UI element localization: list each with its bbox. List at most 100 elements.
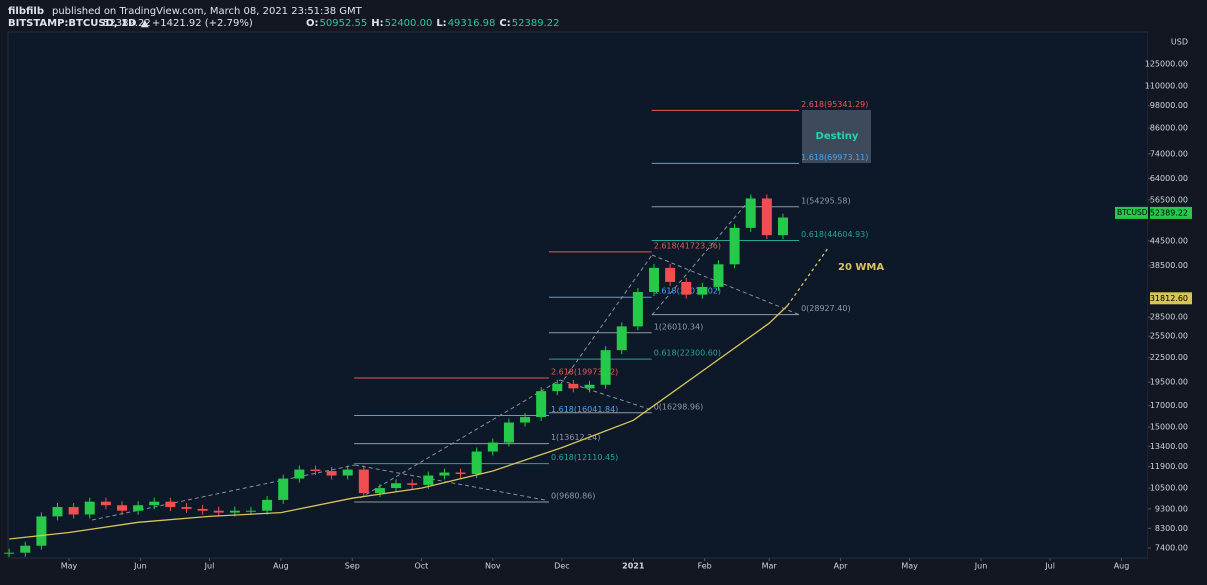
candle bbox=[616, 326, 627, 351]
candle bbox=[649, 267, 659, 293]
candle bbox=[665, 267, 676, 282]
candle bbox=[407, 483, 418, 485]
ohlc-label: H: bbox=[371, 18, 383, 29]
candle bbox=[84, 501, 95, 515]
candle bbox=[165, 501, 176, 508]
target-label: Destiny bbox=[816, 131, 859, 142]
x-tick-label: Dec bbox=[554, 562, 569, 571]
fib-label: 0.618(12110.45) bbox=[551, 453, 618, 462]
y-tick-label: 17000.00 bbox=[1150, 401, 1188, 410]
candle bbox=[745, 198, 756, 228]
fib-label: 1(54295.58) bbox=[801, 196, 851, 205]
x-tick-label: Jun bbox=[133, 562, 147, 571]
x-tick-label: Nov bbox=[485, 562, 501, 571]
candle bbox=[20, 545, 31, 553]
fib-label: 2.618(41723.36) bbox=[654, 241, 721, 250]
candle bbox=[358, 469, 369, 494]
ohlc-value: 52400.00 bbox=[385, 18, 433, 29]
candle bbox=[52, 507, 63, 517]
candle bbox=[342, 469, 353, 476]
candle bbox=[326, 471, 337, 476]
candle bbox=[520, 417, 531, 423]
y-tick-label: 56500.00 bbox=[1150, 195, 1188, 204]
y-tick-label: 13400.00 bbox=[1150, 442, 1188, 451]
y-tick-label: 86000.00 bbox=[1150, 124, 1188, 133]
candle bbox=[4, 552, 15, 554]
candle bbox=[117, 505, 127, 511]
candle bbox=[471, 451, 482, 475]
ohlc-label: C: bbox=[499, 18, 510, 29]
y-tick-label: 15000.00 bbox=[1150, 423, 1188, 432]
target-box bbox=[802, 110, 871, 163]
price-tag bbox=[1150, 206, 1192, 219]
fib-label: 0.618(22300.60) bbox=[654, 349, 721, 358]
candle bbox=[455, 472, 466, 475]
fib-label: 1.618(69973.11) bbox=[801, 153, 868, 162]
x-tick-label: Jul bbox=[1044, 562, 1055, 571]
ohlc: O: 50952.55 H: 52400.00 L: 49316.98 C: 52389.22 bbox=[306, 18, 559, 29]
y-tick-label: 38500.00 bbox=[1150, 261, 1188, 270]
candle bbox=[229, 510, 240, 513]
candle bbox=[600, 350, 611, 385]
candle bbox=[487, 442, 498, 452]
chart-area bbox=[7, 31, 1149, 559]
trend-lines bbox=[91, 196, 801, 521]
candle bbox=[761, 198, 772, 236]
x-tick-label: Jul bbox=[204, 562, 215, 571]
x-tick-label: Apr bbox=[834, 562, 849, 571]
fib-label: 1(26010.34) bbox=[654, 322, 704, 331]
y-tick-label: 28500.00 bbox=[1150, 313, 1188, 322]
wma-label: 20 WMA bbox=[838, 262, 884, 273]
ohlc-label: L: bbox=[436, 18, 446, 29]
fib-label: 0.618(44604.93) bbox=[801, 230, 868, 239]
y-tick-label: 44500.00 bbox=[1150, 236, 1188, 245]
candle bbox=[374, 488, 385, 494]
x-tick-label: Aug bbox=[1114, 562, 1130, 571]
ohlc-value: 50952.55 bbox=[320, 18, 368, 29]
y-tick-label: 7400.00 bbox=[1155, 543, 1188, 552]
candle bbox=[213, 510, 224, 513]
y-tick-label: 64000.00 bbox=[1150, 174, 1188, 183]
candle bbox=[391, 483, 402, 489]
x-tick-label: Oct bbox=[414, 562, 428, 571]
author: filbfilb bbox=[8, 6, 44, 17]
fib-label: 2.618(19973.12) bbox=[551, 367, 618, 376]
x-tick-label: Feb bbox=[698, 562, 712, 571]
y-tick-label: 11900.00 bbox=[1150, 462, 1188, 471]
candle bbox=[149, 501, 160, 506]
candle bbox=[262, 499, 273, 511]
candle bbox=[584, 384, 595, 389]
candle bbox=[729, 227, 740, 265]
ohlc-label: O: bbox=[306, 18, 319, 29]
y-tick-label: 25500.00 bbox=[1150, 332, 1188, 341]
candle bbox=[310, 469, 321, 472]
y-tick-label: 98000.00 bbox=[1150, 101, 1188, 110]
x-tick-label: Aug bbox=[273, 562, 289, 571]
candle bbox=[697, 286, 708, 295]
candle bbox=[552, 383, 563, 392]
candle bbox=[423, 475, 434, 485]
line bbox=[9, 305, 789, 540]
y-tick-label: 19500.00 bbox=[1150, 378, 1188, 387]
candle bbox=[278, 478, 289, 500]
x-tick-label: Jun bbox=[974, 562, 988, 571]
candle bbox=[245, 510, 256, 512]
x-tick-label: 2021 bbox=[622, 562, 645, 571]
ohlc-value: 52389.22 bbox=[512, 18, 560, 29]
fib-label: 0(28927.40) bbox=[801, 304, 851, 313]
y-tick-label: 110000.00 bbox=[1145, 81, 1188, 90]
candle bbox=[197, 508, 208, 511]
price-tag-label: 52389.22 bbox=[1150, 208, 1188, 217]
fib-label: 0(9680.86) bbox=[551, 491, 595, 500]
fib-label: 0(16298.96) bbox=[654, 402, 704, 411]
candle bbox=[568, 383, 579, 389]
candle bbox=[632, 292, 643, 327]
x-tick-label: May bbox=[901, 562, 918, 571]
candle bbox=[36, 516, 47, 546]
candle bbox=[100, 501, 111, 506]
candle bbox=[439, 472, 450, 476]
change: ▲ +1421.92 (+2.79%) bbox=[141, 18, 253, 29]
last-price: 52389.22 bbox=[103, 18, 151, 29]
